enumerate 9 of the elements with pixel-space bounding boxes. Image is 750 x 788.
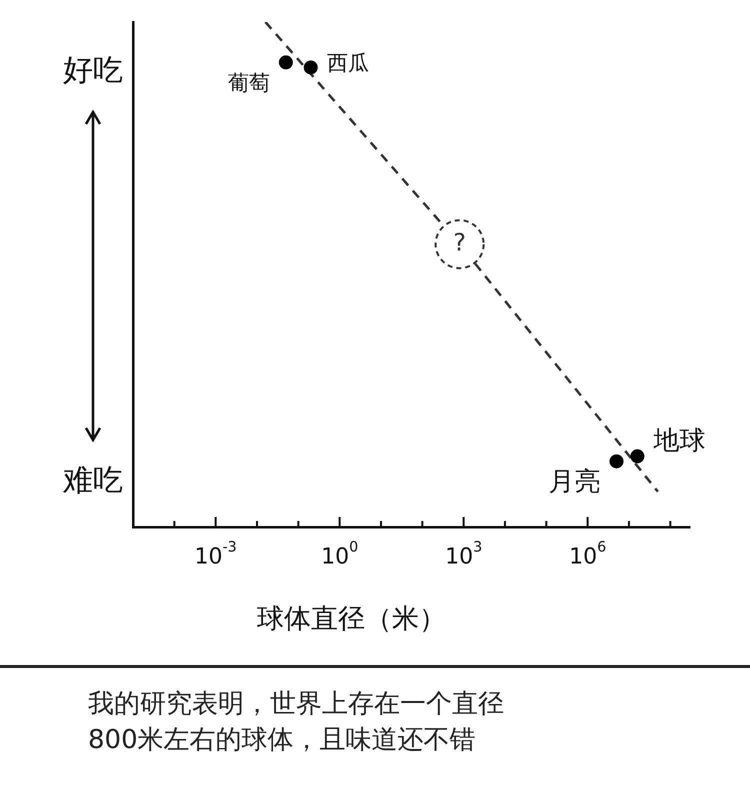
annotation: 西瓜 — [326, 51, 369, 76]
annotation: ? — [453, 228, 466, 256]
text: 好吃 — [62, 52, 124, 90]
text: 难吃 — [62, 462, 124, 500]
annotation: 地球 — [652, 426, 706, 456]
annotation: 葡萄 — [228, 70, 270, 95]
annotation: 月亮 — [548, 467, 601, 498]
text: 我的研究表明，世界上存在一个直径800米左右的球体，且味道还不错 — [88, 688, 505, 757]
x-axis-title: 球体直径（米） — [257, 604, 446, 635]
